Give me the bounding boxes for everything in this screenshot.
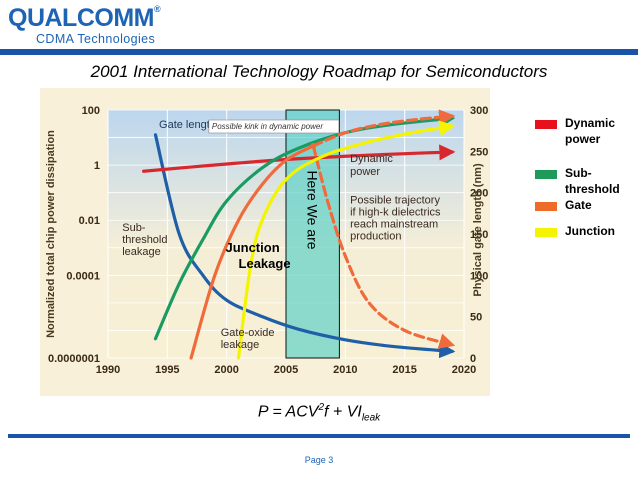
y2-axis-label: Physical gate length (nm) <box>472 163 484 297</box>
legend-swatch-gate <box>535 202 557 211</box>
x-tick-label: 1990 <box>96 364 120 376</box>
formula-lhs: P = ACV <box>257 403 319 421</box>
y2-tick-label: 300 <box>470 105 488 117</box>
annotation-junction-line-2: Leakage <box>239 256 291 271</box>
annotation-gate-length: Gate length <box>159 119 216 131</box>
footer-rule <box>8 434 630 438</box>
y2-tick-label: 0 <box>470 353 476 365</box>
formula-superscript: 2 <box>318 402 325 413</box>
logo-wordmark: QUALCOMM <box>8 4 154 32</box>
annotation-trajectory-line-2: if high-k dielectrics <box>350 207 441 219</box>
annotation-trajectory-line-4: production <box>350 231 401 243</box>
y2-tick-label: 250 <box>470 146 488 158</box>
kink-text: Possible kink in dynamic power <box>212 122 323 131</box>
legend-label-dynamic: Dynamic power <box>565 116 616 146</box>
legend-swatch-dynamic <box>535 120 557 129</box>
logo-trademark: ® <box>153 4 161 14</box>
x-tick-label: 2020 <box>452 364 476 376</box>
y-tick-label: 0.0000001 <box>48 353 100 365</box>
annotation-subthreshold-line-1: Sub- <box>122 222 146 234</box>
series-layer <box>142 109 456 360</box>
qualcomm-logo: QUALCOMM® CDMA Technologies <box>8 4 161 50</box>
annotation-dynamic-line-2: power <box>350 166 380 178</box>
header-rule <box>0 49 638 55</box>
series-line-4 <box>311 109 456 148</box>
y-axis-label: Normalized total chip power dissipation <box>45 130 57 338</box>
annotation-junction-line-1: Junction <box>225 240 279 255</box>
annotation-kink: Possible kink in dynamic power <box>208 119 340 134</box>
legend-swatch-subthreshold <box>535 170 557 179</box>
series-line-2 <box>153 111 456 341</box>
y2-tick-label: 200 <box>470 188 488 200</box>
x-tick-label: 2010 <box>333 364 357 376</box>
series-line-6 <box>236 120 456 360</box>
annotation-dynamic-line-1: Dynamic <box>350 153 393 165</box>
legend-label-subthreshold: Sub-threshold <box>565 166 620 196</box>
y-tick-label: 100 <box>82 105 100 117</box>
series-line-5 <box>311 144 456 349</box>
power-formula: P = ACV2f + VIleak <box>0 402 638 424</box>
logo-subtitle: CDMA Technologies <box>36 32 156 46</box>
series-line-0 <box>153 133 456 359</box>
y-tick-label: 0.01 <box>79 215 100 227</box>
y-tick-label: 0.0001 <box>66 270 100 282</box>
y2-tick-label: 50 <box>470 312 482 324</box>
series-line-1 <box>142 144 456 173</box>
page-number: Page 3 <box>304 455 334 465</box>
annotation-subthreshold-line-3: leakage <box>122 246 161 258</box>
x-tick-label: 2015 <box>392 364 416 376</box>
roadmap-chart: 1990 1995 2000 2005 2010 2015 202010010.010.00… <box>40 88 490 396</box>
kink-point <box>310 142 317 149</box>
annotation-trajectory-line-1: Possible trajectory <box>350 195 440 207</box>
legend-label-gate: Gate <box>565 198 592 212</box>
x-tick-label: 1995 <box>155 364 179 376</box>
x-tick-label: 2000 <box>214 364 238 376</box>
annotation-gate-oxide-line-2: leakage <box>221 339 260 351</box>
legend-swatch-junction <box>535 228 557 237</box>
kink-box <box>208 119 340 134</box>
formula-mid: f + VI <box>324 403 362 421</box>
here-we-are-label: Here We are <box>305 170 321 249</box>
axis-ticks: 1990 1995 2000 2005 2010 2015 202010010.010.00… <box>48 105 488 376</box>
formula-subscript: leak <box>361 412 381 424</box>
series-line-3 <box>189 144 315 360</box>
y2-tick-label: 100 <box>470 270 488 282</box>
x-tick-label: 2005 <box>274 364 298 376</box>
annotation-trajectory-line-3: reach mainstream <box>350 219 438 231</box>
annotation-gate-oxide-line-1: Gate-oxide <box>221 327 275 339</box>
slide-title: 2001 International Technology Roadmap fo… <box>90 62 548 81</box>
y-tick-label: 1 <box>94 160 100 172</box>
y2-tick-label: 150 <box>470 229 488 241</box>
annotation-subthreshold-line-2: threshold <box>122 234 167 246</box>
legend-label-junction: Junction <box>565 224 615 238</box>
